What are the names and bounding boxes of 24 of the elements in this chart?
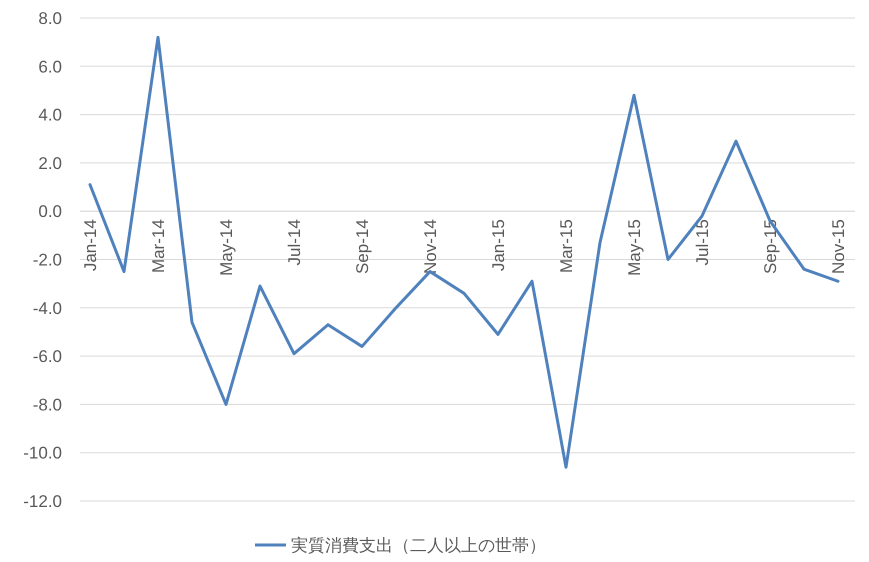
y-tick-label: -4.0: [32, 298, 62, 318]
y-tick-label: -8.0: [32, 395, 62, 414]
x-tick-label: Jul-14: [285, 219, 304, 266]
y-tick-label: 6.0: [38, 57, 62, 76]
x-tick-label: Sep-14: [353, 219, 372, 274]
x-tick-label: Mar-15: [557, 219, 576, 274]
y-tick-label: -6.0: [32, 347, 62, 366]
x-tick-label: Nov-15: [829, 219, 848, 274]
legend-label: 実質消費支出（二人以上の世帯）: [291, 536, 546, 555]
x-tick-label: Jan-15: [489, 219, 508, 272]
y-tick-label: 8.0: [38, 8, 62, 28]
y-tick-label: -12.0: [23, 492, 62, 511]
y-tick-label: 2.0: [38, 154, 62, 173]
y-tick-label: -10.0: [23, 444, 62, 463]
x-tick-label: Jul-15: [693, 219, 712, 266]
x-tick-label: Sep-15: [761, 219, 780, 274]
x-tick-label: May-14: [217, 219, 236, 276]
x-tick-label: May-15: [625, 219, 644, 276]
y-tick-label: -2.0: [32, 250, 62, 270]
x-tick-label: Nov-14: [421, 219, 440, 274]
x-tick-label: Mar-14: [149, 219, 168, 274]
y-tick-label: 0.0: [38, 202, 62, 222]
x-tick-label: Jan-14: [81, 219, 100, 272]
y-tick-label: 4.0: [38, 106, 62, 125]
